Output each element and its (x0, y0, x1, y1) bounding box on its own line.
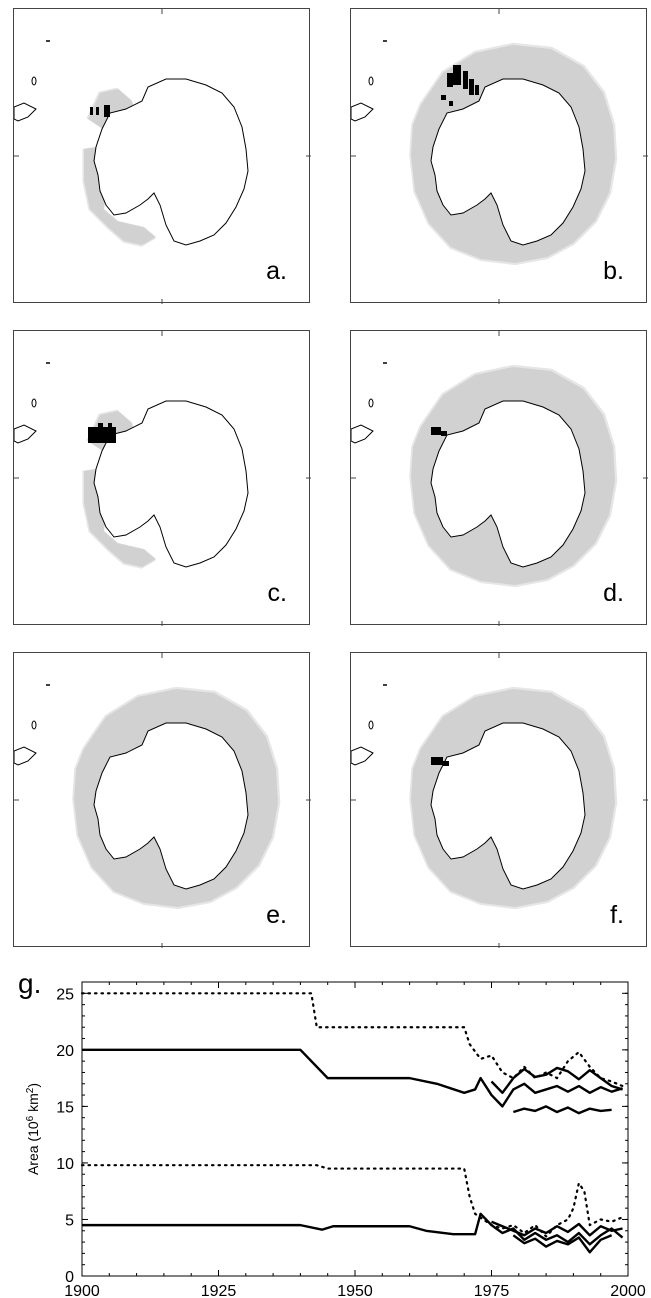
antarctica-map (14, 331, 311, 626)
y-tick-label: 5 (65, 1212, 74, 1229)
map-panel-a: a. (13, 8, 311, 304)
x-tick-label: 1900 (64, 1283, 100, 1298)
series-line-8 (512, 1234, 613, 1254)
antarctica-map (14, 9, 311, 304)
x-tick-label: 1975 (474, 1283, 510, 1298)
series-line-2 (82, 1048, 623, 1108)
series-line-6 (82, 1212, 624, 1246)
antarctica-map (351, 653, 648, 948)
panel-label-d: d. (603, 579, 624, 607)
panel-label-e: e. (266, 901, 287, 929)
antarctica-map (351, 9, 648, 304)
map-panel-b: b. (350, 8, 648, 304)
y-tick-label: 10 (56, 1156, 74, 1173)
x-tick-label: 1925 (201, 1283, 237, 1298)
y-axis-label: Area (106 km2) (25, 1083, 42, 1175)
series-line-5 (80, 1164, 624, 1238)
panel-label-a: a. (266, 257, 287, 285)
y-tick-label: 15 (56, 1099, 74, 1116)
panel-label-b: b. (603, 257, 624, 285)
series-line-3 (490, 1066, 623, 1095)
x-tick-label: 2000 (610, 1283, 646, 1298)
y-tick-label: 25 (56, 986, 74, 1003)
y-tick-label: 0 (65, 1269, 74, 1286)
y-tick-label: 20 (56, 1043, 74, 1060)
map-panel-f: f. (350, 652, 648, 948)
map-panel-e: e. (13, 652, 311, 948)
chart-panel-label: g. (18, 968, 42, 999)
map-panel-c: c. (13, 330, 311, 626)
series-line-1 (80, 992, 624, 1088)
x-tick-label: 1950 (337, 1283, 373, 1298)
map-panel-d: d. (350, 330, 648, 626)
sea-ice-area-chart: 1900 1925 1950 1975 2000 0 5 10 15 20 25 Area (106 … (25, 981, 646, 1298)
antarctica-map (351, 331, 648, 626)
panel-label-f: f. (610, 901, 624, 929)
series-line-7 (491, 1220, 623, 1237)
series-line-4 (512, 1105, 612, 1115)
panel-label-c: c. (267, 579, 287, 607)
antarctica-map (14, 653, 311, 948)
